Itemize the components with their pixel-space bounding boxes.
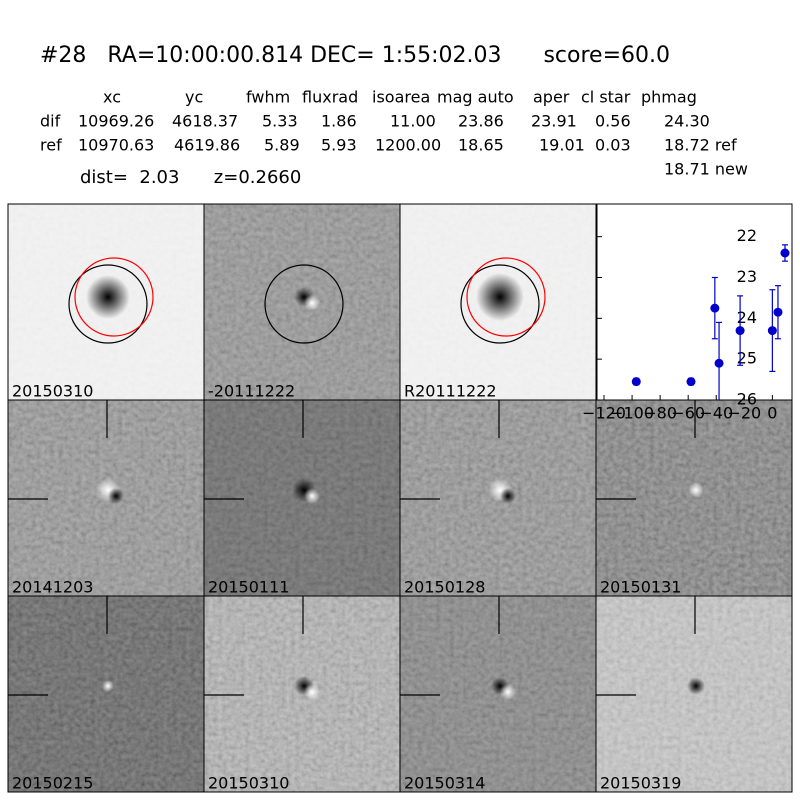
panel-label: 20150215 bbox=[12, 774, 93, 793]
column-header: fwhm bbox=[246, 88, 290, 107]
table-cell: 0.56 bbox=[595, 112, 631, 131]
table-cell: 18.72 ref bbox=[664, 136, 737, 155]
point bbox=[714, 358, 724, 368]
column-header: xc bbox=[103, 88, 121, 107]
point bbox=[686, 377, 696, 387]
x-tick-label: −120 bbox=[582, 404, 626, 423]
plot-frame bbox=[596, 203, 793, 401]
y-tick-label: 26 bbox=[737, 390, 757, 409]
source-residual bbox=[500, 488, 516, 504]
column-header: fluxrad bbox=[302, 88, 358, 107]
x-tick-label: 0 bbox=[767, 404, 777, 423]
point bbox=[631, 377, 641, 387]
column-header: yc bbox=[185, 88, 203, 107]
row-label: dif bbox=[40, 112, 61, 131]
table-cell: 5.89 bbox=[264, 136, 300, 155]
image-panel: 20150310 bbox=[203, 595, 401, 793]
image-panel: 20150314 bbox=[399, 595, 597, 793]
x-tick-label: −80 bbox=[643, 404, 677, 423]
source bbox=[102, 680, 114, 692]
table-cell: 18.65 bbox=[458, 136, 504, 155]
image-panel: 20150319 bbox=[595, 595, 793, 793]
table-cell: 19.01 bbox=[539, 136, 585, 155]
aperture-ref bbox=[466, 257, 546, 337]
column-header: isoarea bbox=[372, 88, 430, 107]
table-cell: 4619.86 bbox=[174, 136, 240, 155]
table-cell: 5.93 bbox=[321, 136, 357, 155]
panel-noise bbox=[8, 596, 204, 792]
point bbox=[780, 248, 790, 258]
panel-label: 20150310 bbox=[208, 774, 289, 793]
source bbox=[86, 275, 130, 319]
panel-label: 20150111 bbox=[208, 578, 289, 597]
panel-label: 20150310 bbox=[12, 382, 93, 401]
source bbox=[687, 677, 705, 695]
point bbox=[767, 326, 777, 336]
table-cell: 1.86 bbox=[321, 112, 357, 131]
table-cell: 1200.00 bbox=[375, 136, 441, 155]
panel-label: R20111222 bbox=[404, 382, 497, 401]
table-cell: 4618.37 bbox=[172, 112, 238, 131]
image-panel: 20141203 bbox=[7, 399, 205, 597]
table-cell: 5.33 bbox=[262, 112, 298, 131]
source-residual bbox=[500, 684, 516, 700]
table-cell: 11.00 bbox=[390, 112, 436, 131]
y-tick-label: 23 bbox=[737, 267, 757, 286]
source bbox=[476, 273, 524, 321]
point bbox=[735, 326, 745, 336]
dist: dist= 2.03 z=0.2660 bbox=[80, 167, 301, 188]
points bbox=[631, 244, 790, 400]
table-cell: 10969.26 bbox=[78, 112, 154, 131]
source-residual bbox=[304, 295, 320, 311]
x-tick-label: −100 bbox=[610, 404, 654, 423]
panel-label: 20150128 bbox=[404, 578, 485, 597]
source-residual bbox=[108, 488, 124, 504]
plot-bg bbox=[597, 204, 792, 400]
x-tick-label: −40 bbox=[699, 404, 733, 423]
y-tick-label: 22 bbox=[737, 226, 757, 245]
image-panel: 20150310 bbox=[7, 203, 205, 401]
aperture bbox=[68, 264, 148, 344]
panel-noise bbox=[596, 400, 792, 596]
y-tick-label: 24 bbox=[737, 308, 757, 327]
title: #28 RA=10:00:00.814 DEC= 1:55:02.03 scor… bbox=[40, 43, 670, 68]
extra-mag: 18.71 new bbox=[664, 160, 748, 179]
source-residual bbox=[304, 684, 320, 700]
column-header: mag auto bbox=[437, 88, 514, 107]
table-cell: 23.86 bbox=[458, 112, 504, 131]
source-residual bbox=[304, 488, 320, 504]
panel-label: 20150314 bbox=[404, 774, 485, 793]
panel-label: 20141203 bbox=[12, 578, 93, 597]
panel-label: 20150319 bbox=[600, 774, 681, 793]
column-header: aper bbox=[533, 88, 570, 107]
image-panel: 20150215 bbox=[7, 595, 205, 793]
point bbox=[773, 307, 783, 317]
panel-label: 20150131 bbox=[600, 578, 681, 597]
x-tick-label: −60 bbox=[671, 404, 705, 423]
source bbox=[688, 482, 704, 498]
panel-frame bbox=[595, 595, 793, 793]
row-label: ref bbox=[40, 136, 62, 155]
table-cell: 0.03 bbox=[595, 136, 631, 155]
aperture bbox=[264, 264, 344, 344]
image-panel: 20150111 bbox=[203, 399, 401, 597]
column-header: cl star bbox=[581, 88, 631, 107]
table-cell: 10970.63 bbox=[78, 136, 154, 155]
image-panel: 20150128 bbox=[399, 399, 597, 597]
column-header: phmag bbox=[641, 88, 697, 107]
table-cell: 23.91 bbox=[531, 112, 577, 131]
panel-label: -20111222 bbox=[208, 382, 295, 401]
image-panel: R20111222 bbox=[399, 203, 597, 401]
table-cell: 24.30 bbox=[664, 112, 710, 131]
y-tick-label: 25 bbox=[737, 349, 757, 368]
aperture-ref bbox=[74, 257, 154, 337]
point bbox=[710, 303, 720, 313]
image-panel: -20111222 bbox=[203, 203, 401, 401]
x-tick-label: −20 bbox=[727, 404, 761, 423]
aperture bbox=[460, 264, 540, 344]
image-panel: 20150131 bbox=[595, 399, 793, 597]
